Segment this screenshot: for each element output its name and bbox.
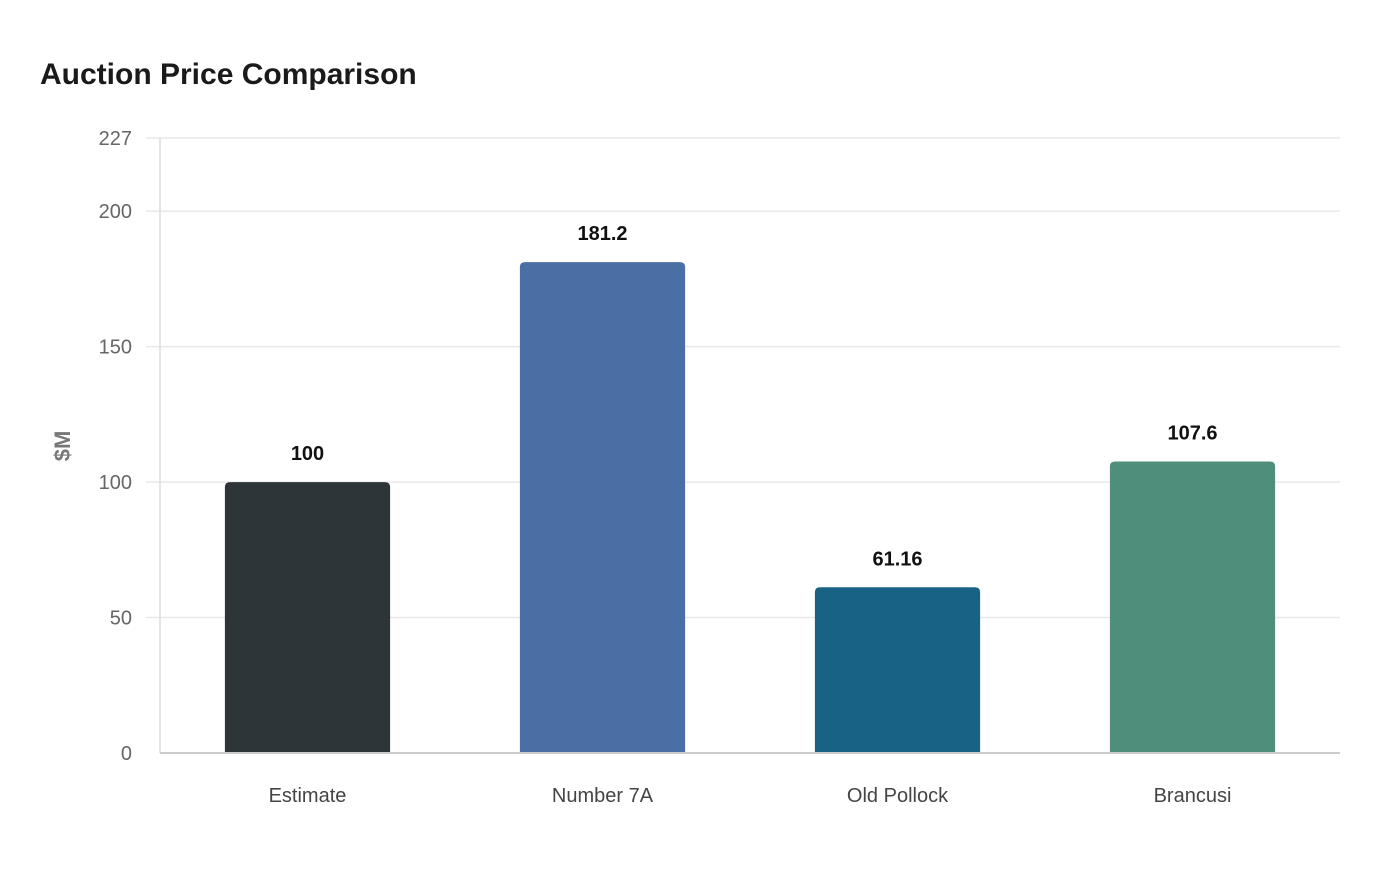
y-axis-title: $M bbox=[50, 431, 75, 462]
y-tick-labels: 0 50 100 150 200 227 bbox=[99, 128, 132, 765]
bar-old-pollock bbox=[814, 587, 981, 753]
data-label: 107.6 bbox=[1167, 422, 1217, 444]
y-tick-label: 50 bbox=[110, 608, 132, 630]
bars bbox=[224, 262, 1276, 753]
x-category-labels: Estimate Number 7A Old Pollock Brancusi bbox=[269, 785, 1232, 807]
x-category-label: Estimate bbox=[269, 785, 347, 807]
x-category-label: Number 7A bbox=[552, 785, 654, 807]
bar-brancusi bbox=[1109, 461, 1276, 753]
x-category-label: Old Pollock bbox=[847, 785, 949, 807]
data-label: 61.16 bbox=[872, 548, 922, 570]
bar-number-7a bbox=[519, 262, 686, 753]
y-tick-label: 100 bbox=[99, 472, 132, 494]
data-labels: 100 181.2 61.16 107.6 bbox=[291, 223, 1218, 570]
y-tick-label: 200 bbox=[99, 201, 132, 223]
data-label: 100 bbox=[291, 443, 324, 465]
y-tick-label: 0 bbox=[121, 743, 132, 765]
data-label: 181.2 bbox=[577, 223, 627, 245]
chart-title: Auction Price Comparison bbox=[40, 58, 417, 91]
y-tick-label: 150 bbox=[99, 337, 132, 359]
y-tick-label: 227 bbox=[99, 128, 132, 150]
x-category-label: Brancusi bbox=[1154, 785, 1232, 807]
bar-estimate bbox=[224, 482, 391, 753]
